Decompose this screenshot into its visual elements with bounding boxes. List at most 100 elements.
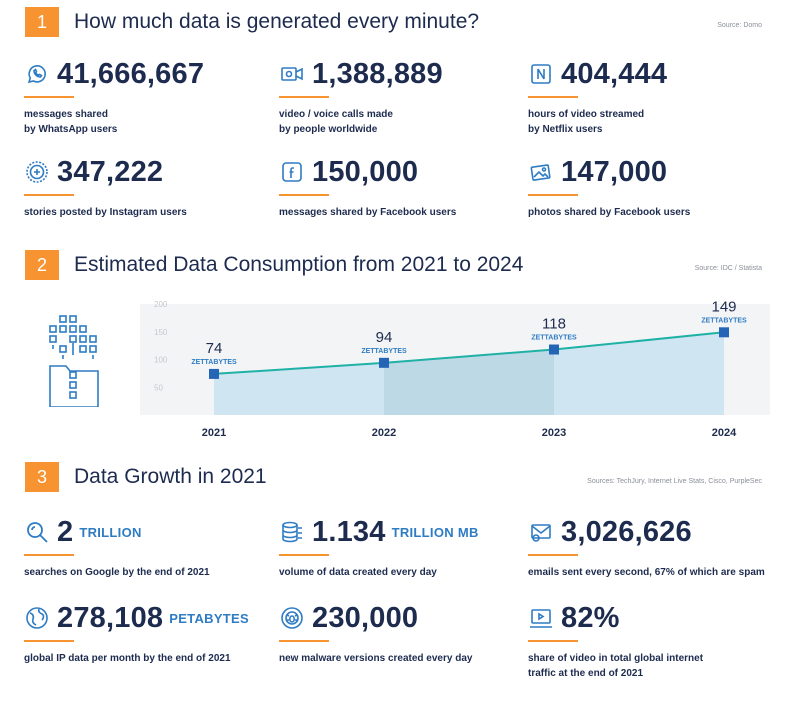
series-line <box>213 331 725 375</box>
accent-rule <box>24 194 74 196</box>
data-point <box>379 357 389 368</box>
instagram-icon <box>24 159 50 185</box>
stat-value: 278,108 <box>57 601 164 634</box>
stat-desc: traffic at the end of 2021 <box>528 668 644 679</box>
accent-rule <box>528 554 578 556</box>
source-note: Source: Domo <box>717 22 762 29</box>
stat-desc: share of video in total global internet <box>528 653 704 664</box>
stat-unit: TRILLION <box>79 524 142 540</box>
section-2-header: 2 Estimated Data Consumption from 2021 t… <box>25 249 523 281</box>
section-number: 1 <box>25 7 59 37</box>
x-tick-label: 2022 <box>372 427 396 439</box>
stat-value: 1.134 <box>312 515 386 548</box>
stat-desc: by Netflix users <box>528 124 603 135</box>
data-unit-label: ZETTABYTES <box>191 359 237 366</box>
y-tick-label: 200 <box>154 300 168 309</box>
stat-value: 3,026,626 <box>561 515 692 548</box>
section-3-header: 3 Data Growth in 2021 <box>25 461 267 493</box>
stat-value: 82% <box>561 601 620 634</box>
data-point <box>209 368 219 379</box>
x-tick-label: 2023 <box>542 427 566 439</box>
data-point <box>719 327 729 338</box>
photo-icon <box>528 159 554 185</box>
video-call-icon <box>279 61 305 87</box>
data-point <box>549 344 559 355</box>
data-label: 149 <box>711 298 736 315</box>
accent-rule <box>279 554 329 556</box>
video-screen-icon <box>528 605 554 631</box>
stat-value: 2 <box>57 515 74 548</box>
y-tick-label: 100 <box>154 356 168 365</box>
stat-emails: 3,026,626 emails sent every second, 67% … <box>528 516 768 580</box>
y-tick-label: 50 <box>154 383 163 392</box>
stat-desc: global IP data per month by the end of 2… <box>24 653 231 664</box>
accent-rule <box>528 640 578 642</box>
stat-ip-data: 278,108 PETABYTES global IP data per mon… <box>24 602 264 666</box>
data-unit-label: ZETTABYTES <box>701 317 747 324</box>
globe-icon <box>24 605 50 631</box>
stat-value: 347,222 <box>57 155 164 188</box>
section-title: Data Growth in 2021 <box>74 465 267 488</box>
source-note: Sources: TechJury, Internet Live Stats, … <box>587 478 762 485</box>
stat-facebook-photos: 147,000 photos shared by Facebook users <box>528 156 768 220</box>
stat-whatsapp: 41,666,667 messages shared by WhatsApp us… <box>24 58 264 137</box>
section-1-header: 1 How much data is generated every minut… <box>25 6 479 38</box>
accent-rule <box>279 96 329 98</box>
stat-desc: photos shared by Facebook users <box>528 207 691 218</box>
stat-desc: messages shared <box>24 109 108 120</box>
x-tick-label: 2021 <box>202 427 226 439</box>
stat-desc: new malware versions created every day <box>279 653 473 664</box>
stat-desc: video / voice calls made <box>279 109 393 120</box>
accent-rule <box>279 194 329 196</box>
stat-video-share: 82% share of video in total global inter… <box>528 602 768 681</box>
facebook-icon <box>279 159 305 185</box>
accent-rule <box>528 96 578 98</box>
accent-rule <box>279 640 329 642</box>
data-folder-icon <box>40 312 110 408</box>
accent-rule <box>24 640 74 642</box>
stat-video-calls: 1,388,889 video / voice calls made by peo… <box>279 58 519 137</box>
accent-rule <box>24 96 74 98</box>
y-tick-label: 150 <box>154 328 168 337</box>
stat-value: 41,666,667 <box>57 57 205 90</box>
whatsapp-icon <box>24 61 50 87</box>
stat-value: 230,000 <box>312 601 419 634</box>
stat-desc: searches on Google by the end of 2021 <box>24 567 210 578</box>
stat-desc: messages shared by Facebook users <box>279 207 457 218</box>
stat-value: 147,000 <box>561 155 668 188</box>
stat-desc: stories posted by Instagram users <box>24 207 187 218</box>
stat-value: 404,444 <box>561 57 668 90</box>
stat-unit: TRILLION MB <box>391 524 479 540</box>
area-segment <box>384 349 554 415</box>
stat-data-volume: 1.134 TRILLION MB volume of data created… <box>279 516 519 580</box>
data-label: 74 <box>206 340 223 357</box>
email-icon <box>528 519 554 545</box>
data-unit-label: ZETTABYTES <box>531 335 577 342</box>
stat-desc: emails sent every second, 67% of which a… <box>528 567 765 578</box>
stat-unit: PETABYTES <box>169 610 249 626</box>
stat-google-searches: 2 TRILLION searches on Google by the end… <box>24 516 264 580</box>
area-segment <box>214 362 384 415</box>
stat-value: 150,000 <box>312 155 419 188</box>
stat-malware: 230,000 new malware versions created eve… <box>279 602 519 666</box>
stat-facebook-messages: 150,000 messages shared by Facebook user… <box>279 156 519 220</box>
stat-instagram: 347,222 stories posted by Instagram user… <box>24 156 264 220</box>
data-unit-label: ZETTABYTES <box>361 348 407 355</box>
stat-desc: volume of data created every day <box>279 567 437 578</box>
area-segment <box>554 332 724 415</box>
section-title: How much data is generated every minute? <box>74 10 480 33</box>
section-number: 3 <box>25 462 59 492</box>
search-icon <box>24 519 50 545</box>
stat-desc: by people worldwide <box>279 124 378 135</box>
x-tick-label: 2024 <box>712 427 737 439</box>
section-title: Estimated Data Consumption from 2021 to … <box>74 253 524 276</box>
section-number: 2 <box>25 250 59 280</box>
accent-rule <box>528 194 578 196</box>
database-icon <box>279 519 305 545</box>
stat-value: 1,388,889 <box>312 57 443 90</box>
data-label: 118 <box>542 316 566 333</box>
accent-rule <box>24 554 74 556</box>
stat-netflix: 404,444 hours of video streamed by Netfli… <box>528 58 768 137</box>
source-note: Source: IDC / Statista <box>694 265 762 272</box>
data-label: 94 <box>376 329 393 346</box>
